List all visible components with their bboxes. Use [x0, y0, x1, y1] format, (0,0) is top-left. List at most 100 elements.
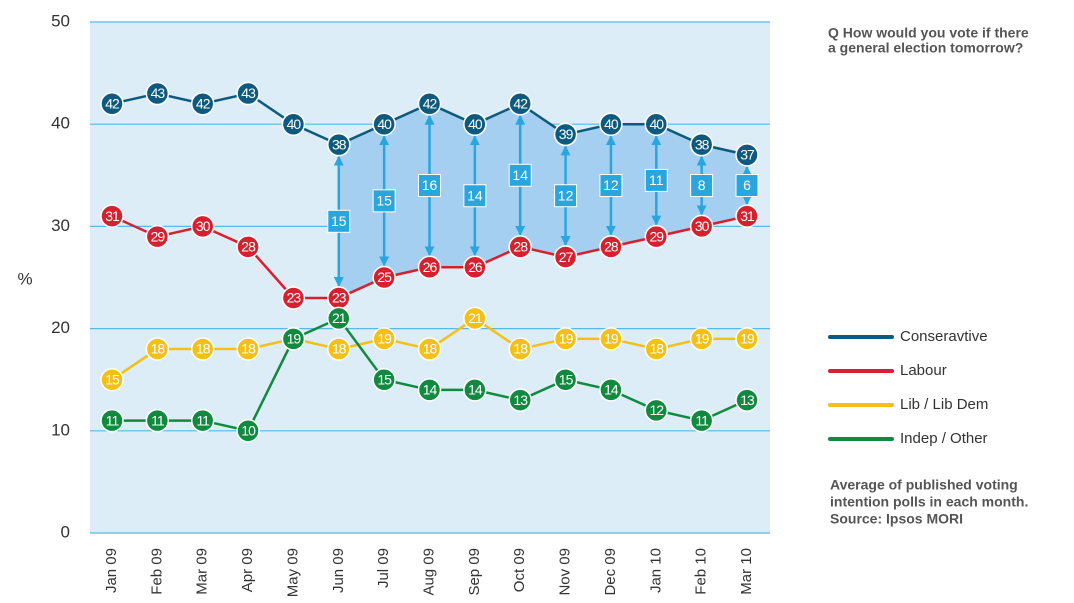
gap-label: 15 — [376, 193, 392, 209]
data-label: 14 — [468, 382, 483, 398]
data-label: 25 — [377, 269, 392, 285]
gap-box — [372, 189, 396, 213]
data-label: 40 — [377, 116, 392, 132]
gap-box — [644, 168, 668, 192]
data-point — [599, 112, 623, 136]
x-tick-label: Jan 09 — [103, 548, 120, 593]
data-label: 29 — [151, 228, 166, 244]
data-label: 18 — [332, 341, 347, 357]
data-label: 14 — [423, 382, 438, 398]
data-label: 30 — [196, 218, 211, 234]
data-label: 42 — [423, 95, 438, 111]
x-tick-label: May 09 — [284, 548, 301, 597]
data-label: 11 — [695, 412, 709, 428]
data-label: 13 — [513, 392, 528, 408]
data-label: 21 — [332, 310, 347, 326]
data-point — [599, 327, 623, 351]
data-label: 18 — [196, 341, 211, 357]
data-label: 12 — [649, 402, 664, 418]
data-point — [236, 81, 260, 106]
data-point — [190, 92, 215, 116]
y-tick-label: 10 — [51, 420, 70, 439]
data-point — [327, 132, 351, 157]
data-label: 30 — [695, 218, 710, 234]
data-label: 19 — [740, 331, 755, 347]
data-point — [417, 378, 442, 402]
x-tick-label: Jul 09 — [375, 548, 392, 588]
data-point — [599, 378, 623, 402]
source-note: Average of published voting — [830, 477, 1018, 493]
gap-label: 14 — [467, 187, 483, 203]
data-point — [236, 419, 260, 443]
data-point — [281, 327, 306, 351]
data-label: 18 — [649, 341, 664, 357]
data-label: 19 — [559, 331, 574, 347]
data-label: 28 — [241, 239, 256, 255]
data-label: 40 — [649, 116, 664, 132]
data-label: 27 — [559, 249, 574, 265]
data-point — [553, 245, 578, 269]
data-point — [508, 235, 532, 259]
data-point — [417, 92, 442, 116]
source-note: intention polls in each month. — [830, 494, 1028, 510]
data-label: 19 — [377, 331, 392, 347]
gap-label: 15 — [331, 213, 347, 229]
data-label: 15 — [105, 371, 120, 387]
data-label: 38 — [332, 136, 347, 152]
data-label: 18 — [513, 341, 528, 357]
data-label: 21 — [468, 310, 483, 326]
data-point — [145, 224, 170, 249]
data-point — [735, 204, 759, 228]
data-point — [100, 367, 124, 392]
data-point — [463, 255, 487, 280]
x-tick-label: Mar 09 — [194, 548, 211, 595]
data-point — [508, 92, 532, 116]
data-point — [327, 306, 351, 331]
gap-box — [554, 184, 578, 208]
data-label: 23 — [332, 290, 347, 306]
x-tick-label: Oct 09 — [511, 548, 528, 592]
data-label: 11 — [151, 412, 165, 428]
data-point — [689, 327, 714, 351]
data-point — [735, 388, 759, 412]
x-tick-label: Feb 09 — [148, 548, 165, 595]
data-point — [463, 378, 487, 402]
y-axis-label: % — [17, 269, 32, 288]
data-point — [100, 408, 124, 433]
gap-box — [327, 209, 351, 233]
data-label: 23 — [287, 290, 302, 306]
x-tick-label: Sep 09 — [466, 548, 483, 596]
data-label: 18 — [151, 341, 166, 357]
data-point — [735, 143, 759, 167]
gap-label: 11 — [649, 172, 664, 188]
gap-box — [690, 174, 714, 198]
data-label: 29 — [649, 228, 664, 244]
source-note: Source: Ipsos MORI — [830, 511, 963, 527]
data-label: 38 — [695, 136, 710, 152]
data-point — [644, 398, 669, 423]
gap-box — [508, 163, 532, 187]
legend-label: Labour — [900, 362, 947, 379]
data-point — [508, 388, 532, 412]
data-point — [372, 265, 396, 290]
data-point — [236, 337, 260, 361]
data-point — [735, 327, 759, 351]
data-point — [100, 204, 124, 228]
data-point — [417, 255, 442, 280]
data-point — [689, 214, 714, 239]
data-point — [236, 235, 260, 259]
gap-label: 8 — [698, 177, 706, 193]
data-point — [372, 367, 396, 392]
y-tick-label: 50 — [51, 11, 70, 30]
y-tick-label: 30 — [51, 216, 70, 235]
data-label: 15 — [377, 371, 392, 387]
gap-box — [418, 174, 441, 198]
data-label: 18 — [241, 341, 256, 357]
gap-box — [463, 184, 487, 208]
data-label: 40 — [604, 116, 619, 132]
data-point — [417, 337, 442, 361]
gap-label: 16 — [422, 177, 438, 193]
data-label: 31 — [740, 208, 755, 224]
data-label: 19 — [287, 331, 302, 347]
